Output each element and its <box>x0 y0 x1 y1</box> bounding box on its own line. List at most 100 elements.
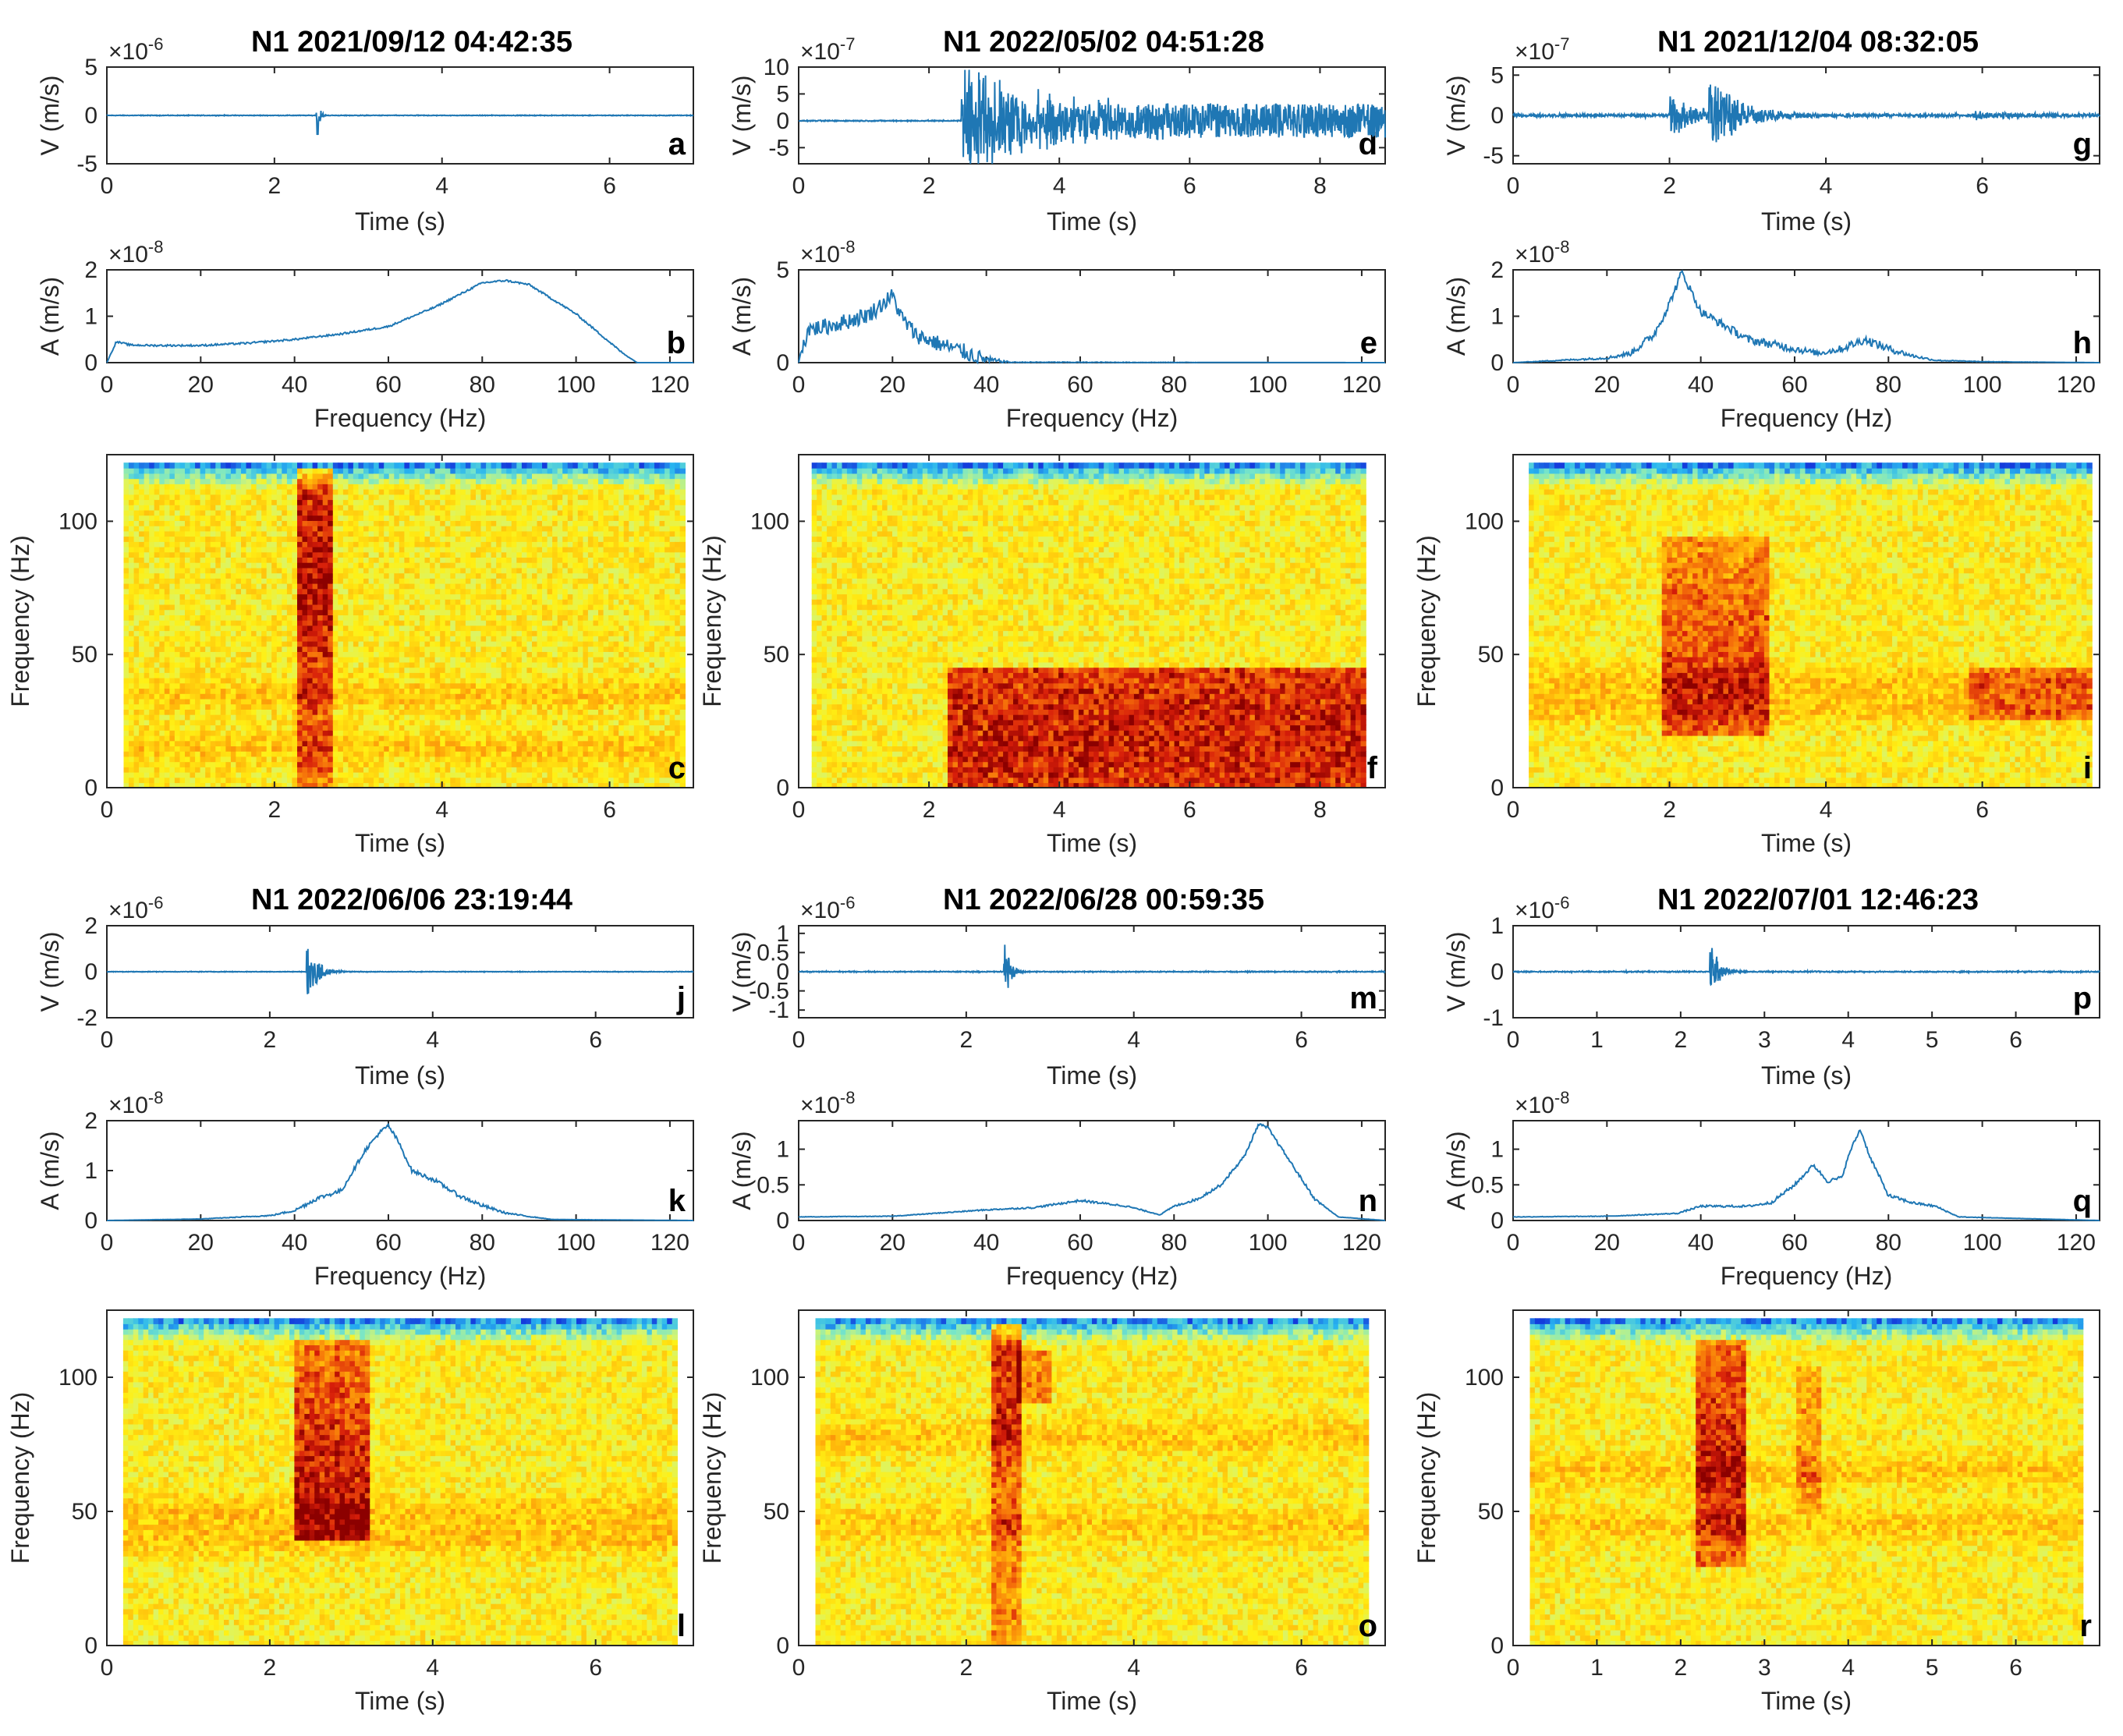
spectrogram-cell <box>185 593 190 600</box>
spectrogram-cell <box>159 714 165 721</box>
spectrogram-cell <box>144 636 150 642</box>
spectrogram-cell <box>129 593 134 600</box>
spectrogram-cell <box>195 693 200 700</box>
spectrogram-cell <box>190 541 196 547</box>
spectrogram-cell <box>159 651 165 657</box>
spectrogram-cell <box>190 510 196 516</box>
spectrogram-cell <box>154 531 160 537</box>
spectrogram-cell <box>175 647 180 653</box>
spectrogram-cell <box>149 568 154 574</box>
spectrogram-cell <box>185 735 190 742</box>
spectrogram-cell <box>180 494 186 501</box>
spectrogram-cell <box>129 767 134 773</box>
spectrogram-cell <box>165 761 170 767</box>
spectrogram-cell <box>154 499 160 505</box>
spectrogram-cell <box>175 484 180 490</box>
spectrogram-cell <box>144 547 150 553</box>
spectrogram-cell <box>154 756 160 763</box>
spectrogram-cell <box>154 657 160 663</box>
spectrogram-cell <box>185 625 190 632</box>
spectrogram-cell <box>154 683 160 689</box>
spectrogram-cell <box>154 615 160 621</box>
spectrogram-cell <box>190 572 196 579</box>
spectrogram-cell <box>154 735 160 742</box>
spectrogram-cell <box>175 526 180 532</box>
spectrogram-cell <box>159 484 165 490</box>
spectrogram-cell <box>165 615 170 621</box>
spectrogram-cell <box>154 562 160 569</box>
spectrogram-cell <box>124 462 129 469</box>
spectrogram-cell <box>144 714 150 721</box>
spectrogram-cell <box>154 647 160 653</box>
spectrogram-cell <box>144 720 150 726</box>
spectrogram-cell <box>144 552 150 558</box>
spectrogram-cell <box>129 552 134 558</box>
spectrogram-cell <box>175 541 180 547</box>
spec-ytick-label: 2 <box>84 257 97 283</box>
spectrogram-cell <box>180 604 186 611</box>
spectrogram-cell <box>154 520 160 526</box>
spectrogram-cell <box>154 714 160 721</box>
spectrogram-cell <box>165 510 170 516</box>
spectrogram-cell <box>124 541 129 547</box>
spectrogram-cell <box>129 647 134 653</box>
spectrogram-cell <box>159 615 165 621</box>
spectrogram-cell <box>185 630 190 636</box>
spectrogram-cell <box>165 751 170 757</box>
spectrogram-cell <box>129 541 134 547</box>
spectrogram-cell <box>185 693 190 700</box>
spectrogram-cell <box>175 699 180 705</box>
spectrogram-cell <box>149 484 154 490</box>
spectrogram-cell <box>180 761 186 767</box>
spectrogram-cell <box>139 499 144 505</box>
spectrogram-cell <box>124 683 129 689</box>
spectrogram-cell <box>134 599 140 605</box>
spectrogram-cell <box>175 610 180 616</box>
spectrogram-cell <box>149 494 154 501</box>
spectrogram-cell <box>165 678 170 684</box>
spec-ylabel: A (m/s) <box>36 277 64 356</box>
spectrogram-cell <box>144 520 150 526</box>
spectrogram-cell <box>169 568 175 574</box>
spectrogram-cell <box>154 678 160 684</box>
spectrogram-cell <box>180 725 186 731</box>
spectrogram-cell <box>190 636 196 642</box>
spectrogram-cell <box>159 599 165 605</box>
spectrogram-cell <box>149 699 154 705</box>
spectrogram-cell <box>149 478 154 484</box>
spectrogram-cell <box>129 615 134 621</box>
spectrogram-cell <box>154 693 160 700</box>
spectrogram-cell <box>185 751 190 757</box>
spectrogram-cell <box>180 526 186 532</box>
spectrogram-cell <box>124 693 129 700</box>
spectrogram-cell <box>159 552 165 558</box>
spectrogram-cell <box>190 462 196 469</box>
spectrogram-cell <box>175 720 180 726</box>
spectrogram-cell <box>129 651 134 657</box>
spectrogram-cell <box>165 610 170 616</box>
spectrogram-cell <box>159 625 165 632</box>
spectrogram-cell <box>124 593 129 600</box>
spectrogram-cell <box>159 756 165 763</box>
spectrogram-cell <box>124 610 129 616</box>
spectrogram-cell <box>169 520 175 526</box>
spectrogram-cell <box>124 531 129 537</box>
spectrogram-cell <box>159 531 165 537</box>
spectrogram-cell <box>190 520 196 526</box>
spectrogram-cell <box>149 510 154 516</box>
wave-xtick-label: 0 <box>101 173 114 199</box>
spectrogram-cell <box>195 536 200 542</box>
spectrogram-cell <box>134 620 140 626</box>
spectrogram-cell <box>159 541 165 547</box>
spectrogram-cell <box>195 767 200 773</box>
spectrogram-cell <box>144 610 150 616</box>
spectrogram-cell <box>124 505 129 511</box>
spectrogram-cell <box>180 589 186 595</box>
spectrogram-cell <box>185 709 190 715</box>
spectrogram-cell <box>195 672 200 678</box>
spectrogram-cell <box>175 662 180 668</box>
spectrogram-cell <box>124 578 129 584</box>
spectrogram-cell <box>139 473 144 480</box>
spectrogram-cell <box>134 761 140 767</box>
spectrogram-cell <box>149 552 154 558</box>
